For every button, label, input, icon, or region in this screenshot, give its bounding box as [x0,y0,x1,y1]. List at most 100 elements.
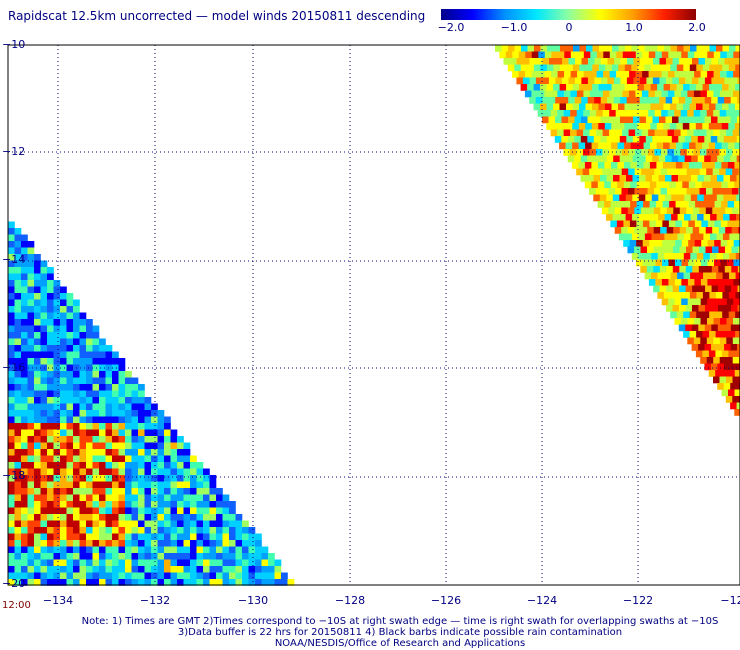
wind-cell [607,77,615,85]
wind-cell [53,390,61,398]
wind-cell [190,494,197,502]
wind-cell [138,442,145,450]
wind-cell [190,533,197,541]
wind-cell [638,214,646,221]
wind-cell [170,501,178,508]
wind-cell [183,553,191,560]
wind-cell [34,306,41,313]
wind-cell [196,572,204,580]
wind-cell [624,64,632,72]
wind-cell [170,507,178,515]
wind-cell [144,429,152,437]
wind-cell [60,533,67,541]
wind-cell [611,142,618,150]
wind-cell [144,533,152,541]
wind-cell [27,299,35,307]
wind-cell [92,397,100,404]
colorbar-tick: −2.0 [437,21,465,34]
wind-cell [14,546,22,554]
wind-cell [112,384,119,391]
wind-cell [683,84,690,91]
wind-cell [635,110,642,117]
wind-cell [21,306,28,313]
wind-cell [698,305,706,312]
wind-cell [229,533,236,541]
wind-cell [170,475,178,482]
wind-cell [724,324,732,332]
wind-cell [34,325,41,333]
wind-cell [553,45,561,52]
wind-cell [721,162,729,169]
wind-cell [86,332,93,339]
wind-cell [53,423,61,430]
wind-cell [164,455,171,463]
wind-cell [112,416,119,424]
wind-cell [66,540,74,547]
wind-cell [125,566,132,573]
wind-cell [559,64,567,72]
wind-cell [47,306,54,313]
wind-cell [79,559,87,567]
wind-cell [670,233,678,241]
wind-cell [92,436,100,443]
wind-cell [676,311,684,319]
wind-cell [125,429,132,437]
wind-cell [27,345,35,352]
wind-cell [8,338,15,346]
wind-cell [53,384,61,391]
wind-cell [537,110,545,117]
wind-cell [673,207,681,215]
wind-cell [729,233,737,241]
wind-cell [177,449,184,456]
wind-cell [721,370,729,377]
wind-cell [644,45,652,52]
wind-cell [138,475,145,482]
wind-cell [722,64,730,72]
wind-cell [92,579,100,586]
wind-cell [579,45,587,52]
wind-cell [255,566,262,573]
wind-cell [60,364,67,372]
wind-cell [576,168,583,176]
wind-cell [729,253,737,260]
wind-cell [570,129,577,137]
wind-cell [34,254,41,261]
wind-cell [216,540,223,547]
wind-cell [190,468,197,476]
wind-cell [14,319,22,326]
wind-cell [698,58,706,65]
wind-cell [34,520,41,528]
wind-cell [712,207,720,215]
wind-cell [99,436,106,443]
wind-cell [66,377,74,385]
wind-cell [164,514,171,521]
wind-cell [527,45,535,52]
wind-cell [542,97,549,104]
wind-cell [574,77,582,85]
wind-cell [66,546,74,554]
wind-cell [671,214,678,221]
wind-cell [14,312,22,320]
wind-cell [21,319,28,326]
wind-cell [183,559,191,567]
wind-cell [34,260,41,268]
wind-cell [711,344,718,351]
wind-cell [157,468,165,476]
wind-cell [707,240,715,247]
wind-cell [105,507,113,515]
wind-cell [21,267,28,274]
wind-cell [40,546,48,554]
wind-cell [60,345,67,352]
wind-cell [157,527,165,534]
wind-cell [177,468,184,476]
wind-cell [170,520,178,528]
wind-cell [92,423,100,430]
wind-cell [576,129,584,137]
wind-cell [203,520,210,528]
wind-cell [648,71,656,78]
wind-cell [713,298,721,306]
wind-cell [27,364,35,372]
wind-cell [635,129,642,137]
wind-cell [105,475,113,482]
wind-cell [608,207,616,215]
